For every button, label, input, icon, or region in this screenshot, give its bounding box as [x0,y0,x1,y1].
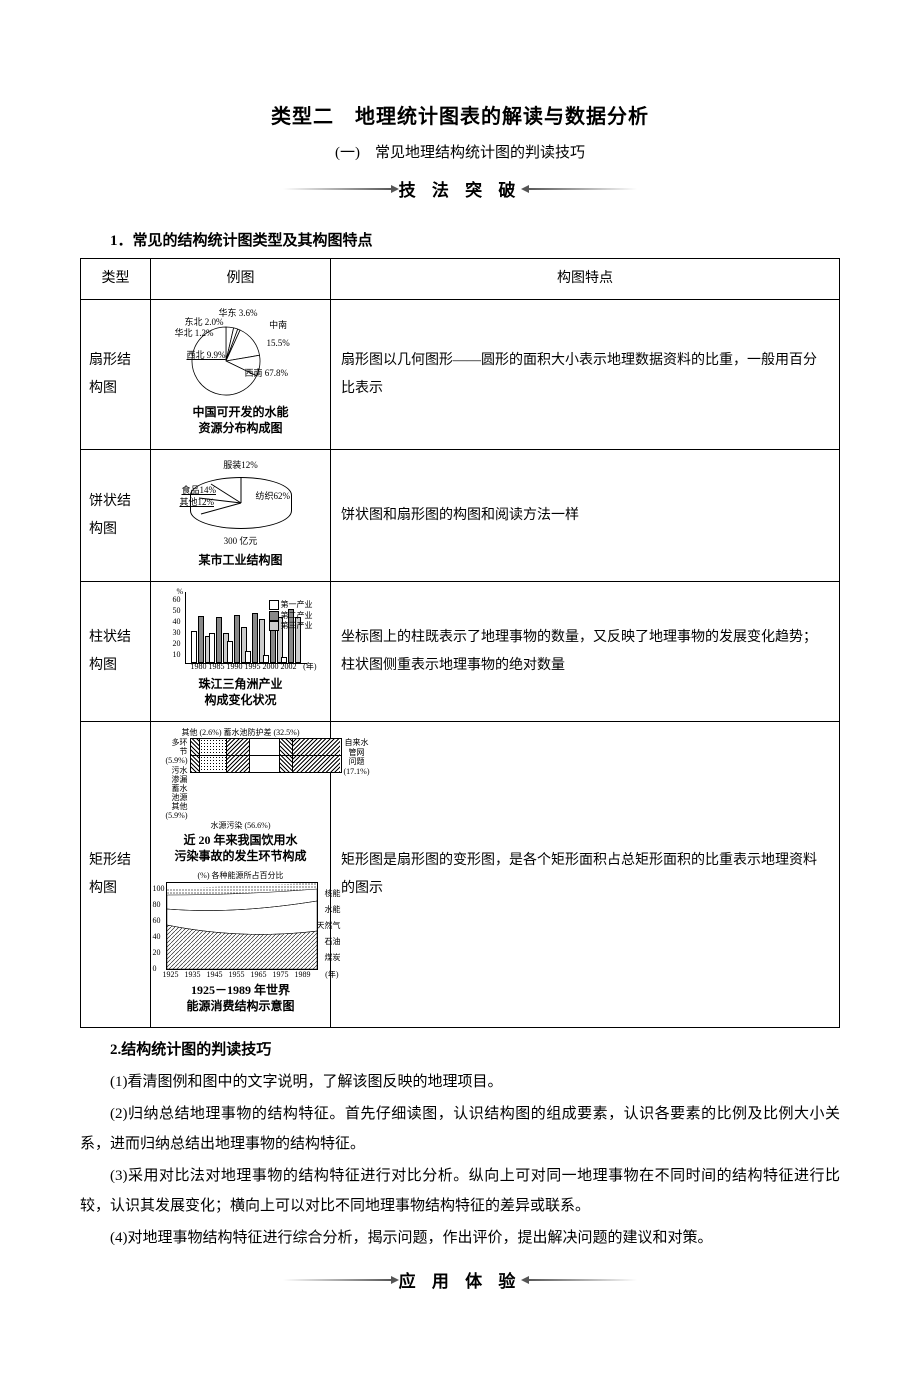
th-desc: 构图特点 [331,259,840,300]
row-name: 饼状结构图 [81,450,151,582]
pie3d-figure: 服装12% 食品14% 其他12% 纺织62% 300 亿元 [151,450,331,582]
row-desc: 饼状图和扇形图的构图和阅读方法一样 [331,450,840,582]
pie-label: 华北 1.2% [175,324,214,342]
bar-chart-figure: % 102030405060198019851990199520002002 (… [151,582,331,722]
row-desc: 坐标图上的柱既表示了地理事物的数量，又反映了地理事物的发展变化趋势；柱状图侧重表… [331,582,840,722]
pie-label: 西北 9.9% [187,346,226,364]
figure-caption: 中国可开发的水能资源分布构成图 [181,404,301,436]
figure-caption: 近 20 年来我国饮用水污染事故的发生环节构成 [166,832,316,864]
pie-label: 西南 67.8% [245,364,289,382]
figure-caption: 珠江三角洲产业构成变化状况 [171,676,311,708]
row-desc: 矩形图是扇形图的变形图，是各个矩形面积占总矩形面积的比重表示地理资料的图示 [331,722,840,1028]
chevron-left-icon [283,1279,393,1281]
section-heading-2: 2.结构统计图的判读技巧 [80,1038,840,1059]
body-paragraph: (3)采用对比法对地理事物的结构特征进行对比分析。纵向上可对同一地理事物在不同时… [80,1161,840,1221]
banner-technique: 技 法 突 破 [80,176,840,201]
body-paragraph: (1)看清图例和图中的文字说明，了解该图反映的地理项目。 [80,1067,840,1097]
pie-label: 中南15.5% [267,316,290,352]
page-subtitle: (一) 常见地理结构统计图的判读技巧 [80,141,840,162]
section-heading-1: 1．常见的结构统计图类型及其构图特点 [80,229,840,250]
th-diagram: 例图 [151,259,331,300]
chevron-right-icon [527,1279,637,1281]
row-name: 矩形结构图 [81,722,151,1028]
chart-types-table: 类型 例图 构图特点 扇形结构图 华东 3.6%东北 2.0%华北 1.2%中南… [80,258,840,1028]
banner-application: 应 用 体 验 [80,1267,840,1292]
pie-label: 华东 3.6% [219,304,258,322]
legend: 第一产业第二产业第三产业 [269,600,313,631]
th-type: 类型 [81,259,151,300]
chevron-right-icon [527,188,637,190]
figure-caption: 某市工业结构图 [186,552,296,568]
banner-label: 应 用 体 验 [399,1267,522,1292]
row-name: 柱状结构图 [81,582,151,722]
pie-chart-figure: 华东 3.6%东北 2.0%华北 1.2%中南15.5%西北 9.9%西南 67… [151,300,331,450]
body-paragraph: (4)对地理事物结构特征进行综合分析，揭示问题，作出评价，提出解决问题的建议和对… [80,1223,840,1253]
chevron-left-icon [283,188,393,190]
page-title: 类型二 地理统计图表的解读与数据分析 [80,100,840,129]
body-paragraph: (2)归纳总结地理事物的结构特征。首先仔细读图，认识结构图的组成要素，认识各要素… [80,1099,840,1159]
banner-label: 技 法 突 破 [399,176,522,201]
figure-caption: 1925－1989 年世界能源消费结构示意图 [166,982,316,1014]
row-name: 扇形结构图 [81,300,151,450]
rect-chart-figure: 其他 (2.6%) 蓄水池防护差 (32.5%) 多环节(5.9%)污水渗漏蓄水… [151,722,331,1028]
row-desc: 扇形图以几何图形——圆形的面积大小表示地理数据资料的比重，一般用百分比表示 [331,300,840,450]
